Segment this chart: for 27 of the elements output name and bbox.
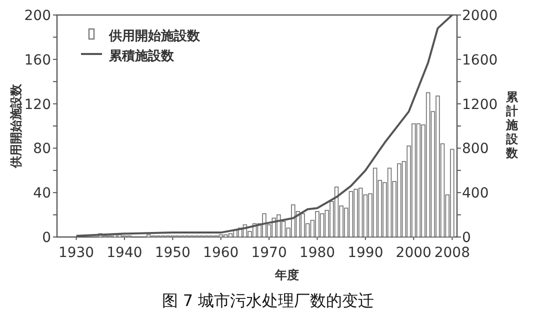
y-tick-label: 80: [33, 141, 51, 158]
x-tick-label: 2008: [434, 245, 470, 261]
text: 图 7 城市污水处理厂数的变迁: [162, 291, 374, 310]
y2-axis-title: 累計施設数: [505, 90, 519, 160]
y-tick-label: 0: [42, 230, 51, 246]
y-tick-label: 200: [24, 8, 51, 24]
y2-tick-label: 400: [462, 186, 489, 202]
y-axis-title: 供用開始施設数: [9, 83, 23, 169]
x-tick-label: 1940: [106, 245, 142, 261]
x-tick-label: 1950: [154, 245, 190, 261]
y-tick-label: 160: [24, 52, 51, 68]
y2-tick-label: 0: [462, 230, 471, 246]
x-tick-label: 1930: [58, 245, 94, 261]
x-tick-label: 1990: [348, 245, 384, 261]
y2-tick-label: 800: [462, 141, 489, 158]
x-tick-label: 1980: [299, 245, 336, 261]
legend-label: 累積施設数: [108, 48, 175, 64]
x-tick-label: 2000: [396, 245, 432, 261]
y-tick-label: 120: [24, 96, 51, 113]
y2-tick-label: 1600: [462, 52, 498, 68]
y2-tick-label: 2000: [462, 8, 498, 24]
y-tick-label: 40: [33, 186, 51, 202]
y2-tick-label: 1200: [462, 96, 498, 113]
legend-label: 供用開始施設数: [108, 28, 201, 44]
x-tick-label: 1970: [251, 245, 287, 261]
x-tick-label: 1960: [203, 245, 239, 261]
x-axis-title: 年度: [274, 268, 299, 282]
